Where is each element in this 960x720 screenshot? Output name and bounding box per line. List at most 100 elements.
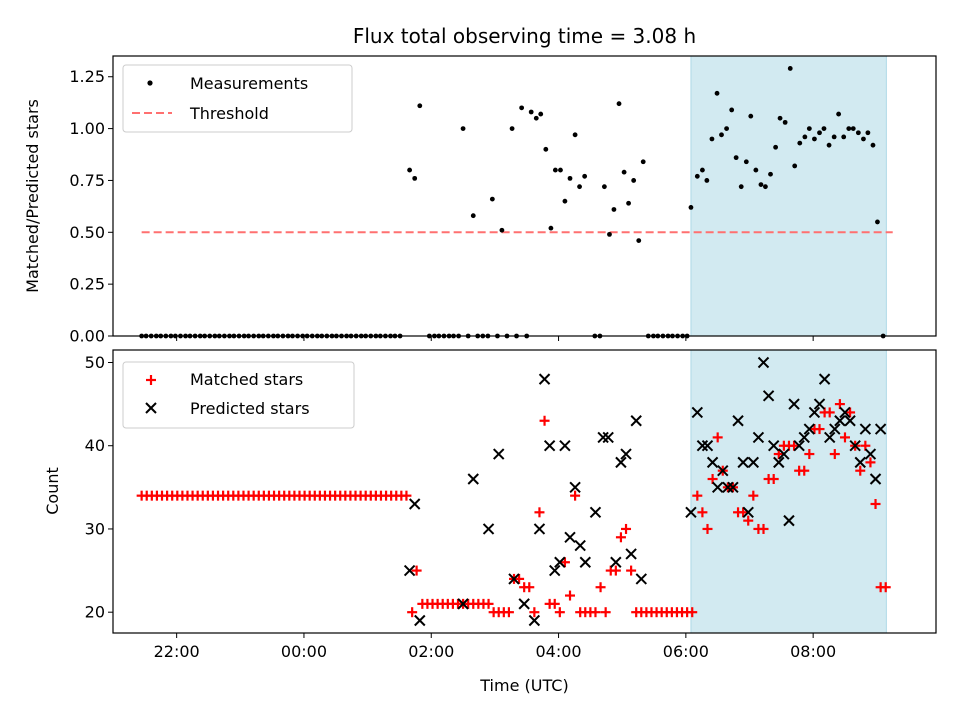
measurement-point — [621, 169, 627, 175]
measurement-point — [489, 196, 495, 202]
measurement-point — [836, 111, 842, 117]
measurement-point — [806, 126, 812, 131]
predicted-star-point — [818, 373, 831, 385]
matched-star-point — [610, 565, 621, 576]
y-tick-label: 20 — [85, 603, 105, 622]
measurement-point — [748, 113, 754, 119]
measurement-point — [519, 105, 525, 111]
matched-star-point — [758, 523, 769, 534]
matched-star-point — [804, 449, 815, 460]
predicted-star-point — [839, 406, 851, 419]
measurement-point — [861, 136, 866, 142]
predicted-star-point — [798, 431, 810, 444]
predicted-star-point — [773, 456, 785, 469]
matched-star-point — [503, 607, 514, 618]
measurement-point — [460, 126, 466, 131]
top-y-ticks: 0.00 0.25 0.50 0.75 1.00 1.25 — [69, 67, 113, 346]
predicted-star-point — [579, 556, 591, 568]
measurement-point — [724, 126, 729, 131]
matched-star-point — [773, 449, 784, 460]
predicted-star-point — [874, 423, 887, 435]
bottom-y-ticks: 20 30 40 50 — [85, 353, 113, 622]
predicted-star-point — [849, 440, 861, 452]
measurement-point — [875, 219, 880, 225]
matched-star-point — [702, 523, 713, 534]
observing-window-shade-bottom — [690, 349, 887, 634]
y-tick-label: 30 — [85, 519, 105, 538]
measurement-point — [552, 167, 558, 173]
predicted-star-point — [711, 481, 724, 494]
y-tick-label: 50 — [85, 353, 105, 372]
predicted-star-point — [727, 481, 739, 494]
matched-star-point — [768, 474, 779, 485]
predicted-star-point — [757, 356, 770, 369]
ratio-panel: Flux total observing time = 3.08 h 0.000… — [23, 24, 937, 346]
predicted-star-point — [691, 406, 704, 419]
measurement-point — [636, 238, 642, 243]
measurement-point — [733, 155, 739, 161]
predicted-star-point — [813, 398, 826, 410]
predicted-star-point — [834, 415, 846, 427]
y-tick-label: 1.00 — [69, 119, 105, 138]
y-tick-label: 40 — [85, 436, 105, 455]
measurement-point — [817, 130, 822, 136]
measurement-point — [417, 103, 423, 109]
bottom-x-ticks: 22:00 00:00 02:00 04:00 06:00 08:00 — [154, 633, 836, 661]
measurement-point — [616, 101, 622, 107]
measurement-point — [846, 126, 852, 131]
matched-star-point — [687, 607, 698, 618]
matched-star-point — [860, 440, 871, 451]
predicted-star-point — [706, 456, 719, 469]
predicted-star-point — [549, 564, 561, 577]
matched-star-point — [590, 607, 601, 618]
predicted-star-point — [864, 448, 877, 460]
matched-star-point — [712, 432, 723, 443]
predicted-star-point — [408, 498, 421, 510]
predicted-star-point — [457, 598, 469, 610]
measurement-point — [855, 130, 861, 136]
measurement-point — [743, 159, 749, 165]
measurement-point — [787, 66, 793, 71]
measurement-point — [407, 167, 413, 173]
matched-star-point — [697, 507, 708, 518]
measurement-point — [562, 198, 568, 204]
x-tick-label: 06:00 — [663, 642, 709, 661]
measurement-point — [607, 231, 612, 237]
matched-star-point — [692, 490, 703, 501]
predicted-star-point — [493, 448, 505, 460]
measurement-point — [709, 136, 715, 142]
matched-star-point — [880, 582, 891, 593]
matched-star-point — [834, 399, 845, 410]
predicted-star-point — [602, 431, 614, 444]
matched-star-point — [799, 465, 810, 476]
matched-star-point — [595, 582, 606, 593]
predicted-star-point — [762, 390, 775, 402]
measurement-point — [802, 134, 808, 140]
measurement-point — [626, 200, 631, 206]
y-tick-label: 0.50 — [69, 223, 105, 242]
matched-star-point — [707, 474, 718, 485]
measurement-point — [572, 132, 578, 138]
matched-star-point — [407, 607, 418, 618]
measurement-point — [688, 205, 694, 210]
matched-star-point — [401, 490, 412, 501]
matched-star-point — [483, 598, 494, 609]
matched-star-point — [626, 565, 637, 576]
predicted-star-point — [732, 415, 744, 427]
bottom-plot-frame — [112, 349, 937, 634]
matched-star-point — [411, 565, 422, 576]
measurement-point — [509, 126, 515, 131]
matched-star-point — [845, 407, 856, 418]
x-tick-label: 00:00 — [281, 642, 327, 661]
matched-star-point — [534, 507, 545, 518]
predicted-star-point — [793, 440, 805, 452]
legend-predicted-label: Predicted stars — [190, 399, 310, 418]
predicted-stars-points — [403, 356, 887, 627]
y-tick-label: 1.25 — [69, 67, 105, 86]
predicted-star-point — [625, 548, 637, 560]
predicted-star-point — [615, 456, 627, 469]
x-tick-label: 08:00 — [790, 642, 836, 661]
measurement-point — [729, 107, 735, 113]
measurement-point — [792, 163, 798, 169]
